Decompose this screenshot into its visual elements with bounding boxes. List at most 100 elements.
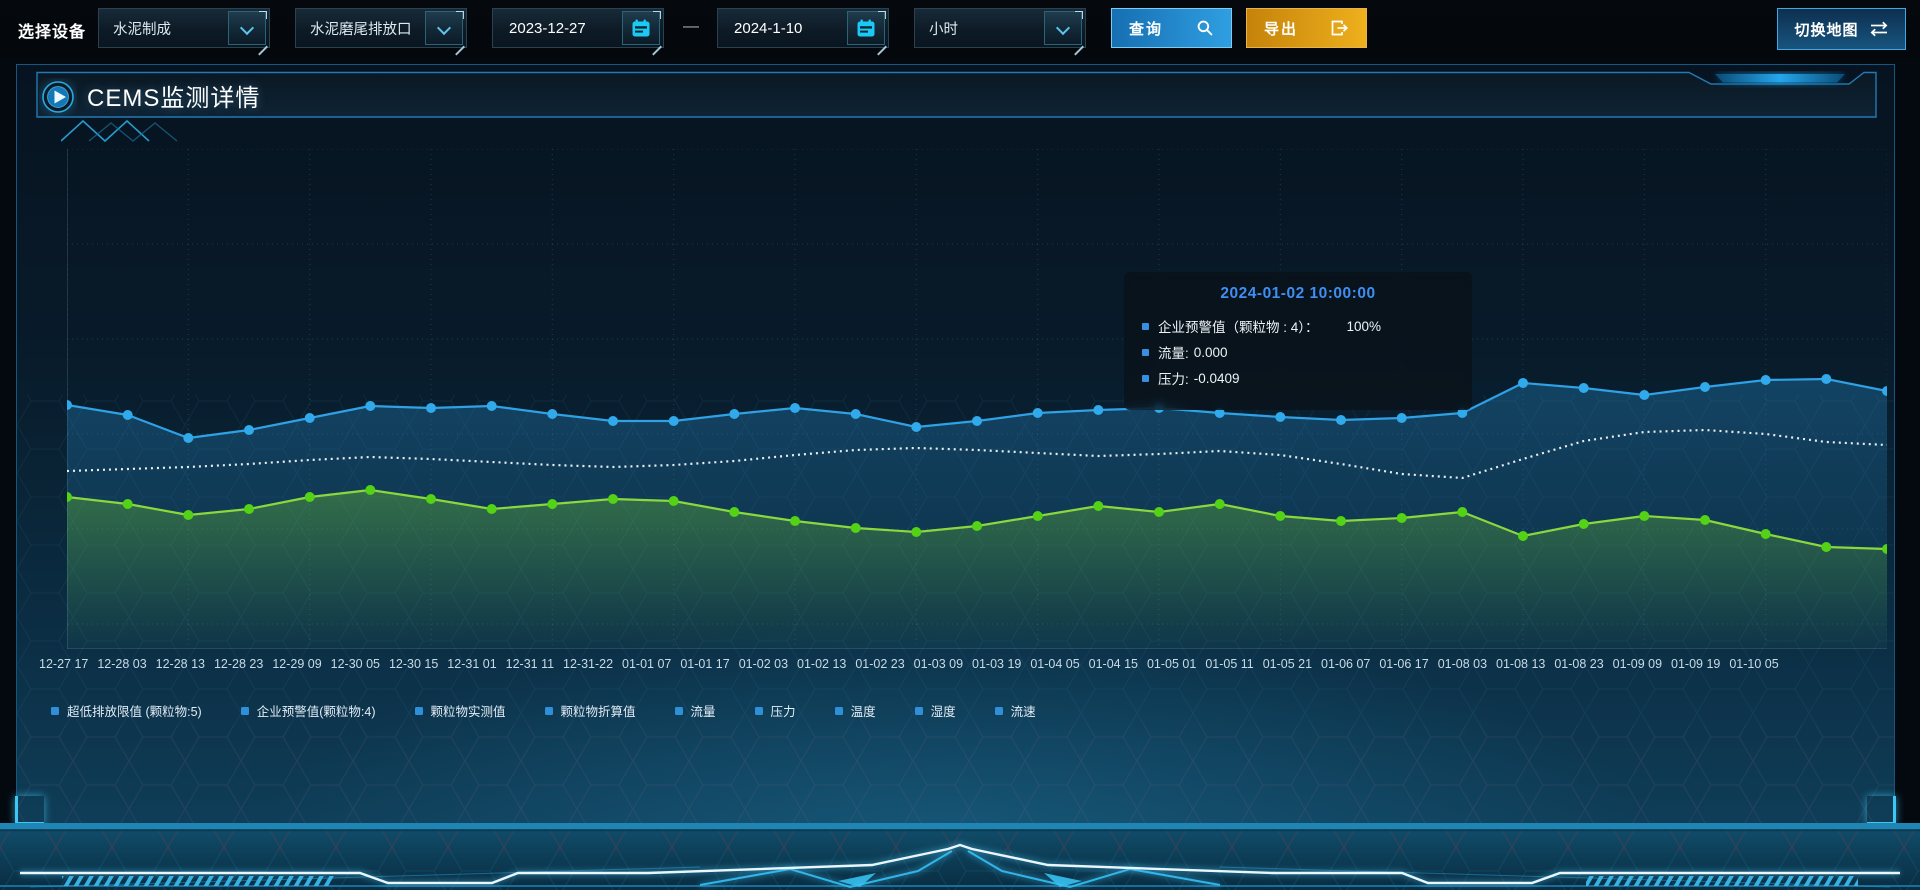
x-axis-tick-label: 01-05 01 [1146,657,1197,671]
top-toolbar: 选择设备 水泥制成 水泥磨尾排放口 2023-12-27 — 2024-1-10 [0,0,1920,58]
tooltip-row: 流量: 0.000 [1142,339,1454,365]
x-axis-tick-label: 12-30 15 [388,657,439,671]
tooltip-timestamp: 2024-01-02 10:00:00 [1220,285,1376,302]
swap-arrows-icon [1870,21,1887,37]
legend-item[interactable]: 温度 [834,701,876,720]
tooltip-row: 企业预警值（颗粒物 : 4）： 100% [1142,313,1454,339]
legend-marker-icon [914,706,923,715]
export-button-label: 导出 [1264,20,1299,38]
legend-item-label: 超低排放限值 (颗粒物:5) [67,705,202,719]
legend-item[interactable]: 企业预警值(颗粒物:4) [240,701,376,720]
play-icon [40,79,76,115]
x-axis-tick-label: 01-06 07 [1321,657,1371,671]
x-axis-tick-label: 01-08 13 [1496,657,1546,671]
switch-map-button-label: 切换地图 [1794,21,1859,39]
tooltip-row: 压力: -0.0409 [1142,365,1454,391]
legend-item-label: 企业预警值(颗粒物:4) [256,705,376,719]
legend-item[interactable]: 流量 [674,701,716,720]
legend-item[interactable]: 颗粒物实测值 [414,701,506,720]
query-button-label: 查询 [1129,20,1164,38]
tooltip-label: 压力: [1158,372,1189,387]
legend-item-label: 颗粒物折算值 [560,705,636,719]
query-button[interactable]: 查询 [1111,8,1233,48]
outlet-select[interactable]: 水泥磨尾排放口 [295,8,468,48]
chevron-down-icon[interactable] [425,11,464,45]
x-axis-tick-label: 01-08 23 [1554,657,1604,671]
legend-item[interactable]: 颗粒物折算值 [544,701,636,720]
panel-corner-accent [1867,796,1896,825]
x-axis-tick-label: 12-30 05 [330,657,380,671]
x-axis-tick-label: 12-29 09 [272,657,322,671]
x-axis-tick-label: 01-04 05 [1030,657,1080,671]
calendar-icon[interactable] [622,11,661,45]
switch-map-button[interactable]: 切换地图 [1777,8,1906,50]
series-marker-icon [1142,322,1149,330]
chevron-down-icon[interactable] [1044,11,1083,45]
x-axis-tick-label: 01-02 03 [738,657,789,671]
x-axis-tick-label: 12-28 03 [97,657,147,671]
interval-select[interactable]: 小时 [914,8,1087,48]
x-axis-tick-label: 01-05 21 [1262,657,1313,671]
production-line-select[interactable]: 水泥制成 [98,8,271,48]
tooltip-value: 0.000 [1193,344,1228,360]
interval-select-value: 小时 [929,21,959,38]
legend-item[interactable]: 湿度 [914,701,956,720]
calendar-icon[interactable] [847,11,886,45]
x-axis-tick-label: 12-28 13 [155,657,206,671]
chevron-down-icon[interactable] [228,11,267,45]
panel-titlebar [36,71,1877,118]
tooltip-label: 企业预警值（颗粒物 : 4）： [1158,320,1319,335]
x-axis-tick-label: 01-02 13 [797,657,847,671]
tooltip-label: 流量: [1158,346,1189,361]
export-button[interactable]: 导出 [1246,8,1368,48]
start-date-input[interactable]: 2023-12-27 [492,8,665,48]
series-marker-icon [1142,374,1149,382]
x-axis-tick-label: 12-31-22 [563,657,614,671]
search-icon [1197,20,1213,36]
legend-item[interactable]: 流速 [994,701,1036,720]
cems-line-chart[interactable] [67,149,1887,649]
legend-item-label: 流量 [690,705,716,719]
panel-corner-accent [15,796,44,825]
outlet-select-value: 水泥磨尾排放口 [310,21,412,38]
x-axis-labels: 12-27 17 12-28 03 12-28 13 12-28 23 12-29 09… [39,657,1779,671]
legend-item[interactable]: 超低排放限值 (颗粒物:5) [51,701,202,720]
x-axis-tick-label: 01-05 11 [1205,657,1254,671]
end-date-input[interactable]: 2024-1-10 [717,8,890,48]
legend-item-label: 流速 [1010,705,1036,719]
device-select-label: 选择设备 [18,24,87,41]
x-axis-tick-label: 12-31 11 [505,657,555,671]
legend-marker-icon [994,706,1003,715]
legend-marker-icon [240,706,249,715]
series-marker-icon [1142,348,1149,356]
x-axis-tick-label: 01-03 09 [913,657,964,671]
page-title: CEMS监测详情 [87,85,261,112]
x-axis-tick-label: 01-04 15 [1088,657,1139,671]
x-axis-tick-label: 12-31 01 [447,657,497,671]
export-icon [1331,20,1349,36]
x-axis-tick-label: 12-28 23 [213,657,264,671]
tooltip-value: 100% [1346,318,1382,334]
start-date-value: 2023-12-27 [509,19,586,37]
legend-item-label: 压力 [770,705,796,719]
x-axis-tick-label: 01-08 03 [1437,657,1488,671]
chart-legend: 超低排放限值 (颗粒物:5) 企业预警值(颗粒物:4) 颗粒物实测值 颗粒物折算值 流量… [51,701,1036,720]
tooltip-value: -0.0409 [1193,370,1240,386]
x-axis-tick-label: 01-01 17 [680,657,730,671]
x-axis-tick-label: 01-09 09 [1612,657,1663,671]
legend-marker-icon [414,706,423,715]
zigzag-decoration [61,119,178,143]
production-line-select-value: 水泥制成 [113,21,172,38]
legend-marker-icon [51,706,59,715]
legend-marker-icon [544,706,553,715]
date-range-separator: — [683,18,700,35]
legend-marker-icon [834,706,843,715]
chart-tooltip: 2024-01-02 10:00:00 企业预警值（颗粒物 : 4）： 100%… [1124,272,1472,410]
x-axis-tick-label: 01-01 07 [622,657,672,671]
tech-footer-decoration [0,823,1920,890]
x-axis-tick-label: 01-06 17 [1379,657,1429,671]
x-axis-tick-label: 01-09 19 [1671,657,1721,671]
legend-item[interactable]: 压力 [754,701,796,720]
legend-marker-icon [674,706,683,715]
